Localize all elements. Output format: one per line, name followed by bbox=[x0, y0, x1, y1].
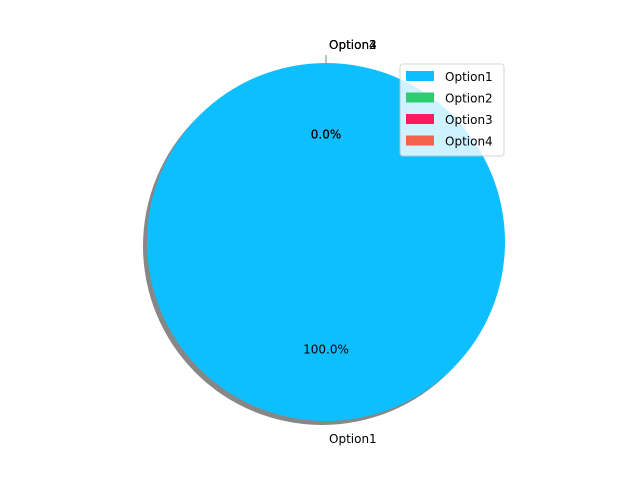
legend-label: Option4 bbox=[445, 135, 493, 149]
slice-label-option4: Option4 bbox=[329, 38, 377, 52]
legend-swatch bbox=[406, 92, 434, 103]
legend-entry-option2: Option2 bbox=[406, 92, 493, 106]
legend-label: Option3 bbox=[445, 113, 493, 127]
slice-percent-option4: 0.0% bbox=[311, 128, 342, 142]
percent-labels: 100.0%0.0%0.0%0.0% bbox=[303, 128, 349, 357]
legend-label: Option1 bbox=[445, 70, 493, 84]
slice-percent-option1: 100.0% bbox=[303, 342, 349, 356]
slice-label-option3: Option3 bbox=[329, 38, 377, 52]
slice-percent-option2: 0.0% bbox=[311, 128, 342, 142]
legend-entry-option3: Option3 bbox=[406, 113, 493, 127]
slice-percent-option3: 0.0% bbox=[311, 128, 342, 142]
legend-label: Option2 bbox=[445, 92, 493, 106]
legend-entry-option4: Option4 bbox=[406, 135, 493, 149]
legend-swatch bbox=[406, 114, 434, 124]
slice-label-option1: Option1 bbox=[329, 432, 377, 446]
slice-label-option2: Option2 bbox=[329, 38, 377, 52]
legend-swatch bbox=[406, 135, 434, 146]
legend-entry-option1: Option1 bbox=[406, 70, 493, 84]
legend-swatch bbox=[406, 71, 434, 81]
legend-box bbox=[399, 63, 505, 157]
legend: Option1 Option2 Option3 Option4 bbox=[399, 63, 505, 157]
